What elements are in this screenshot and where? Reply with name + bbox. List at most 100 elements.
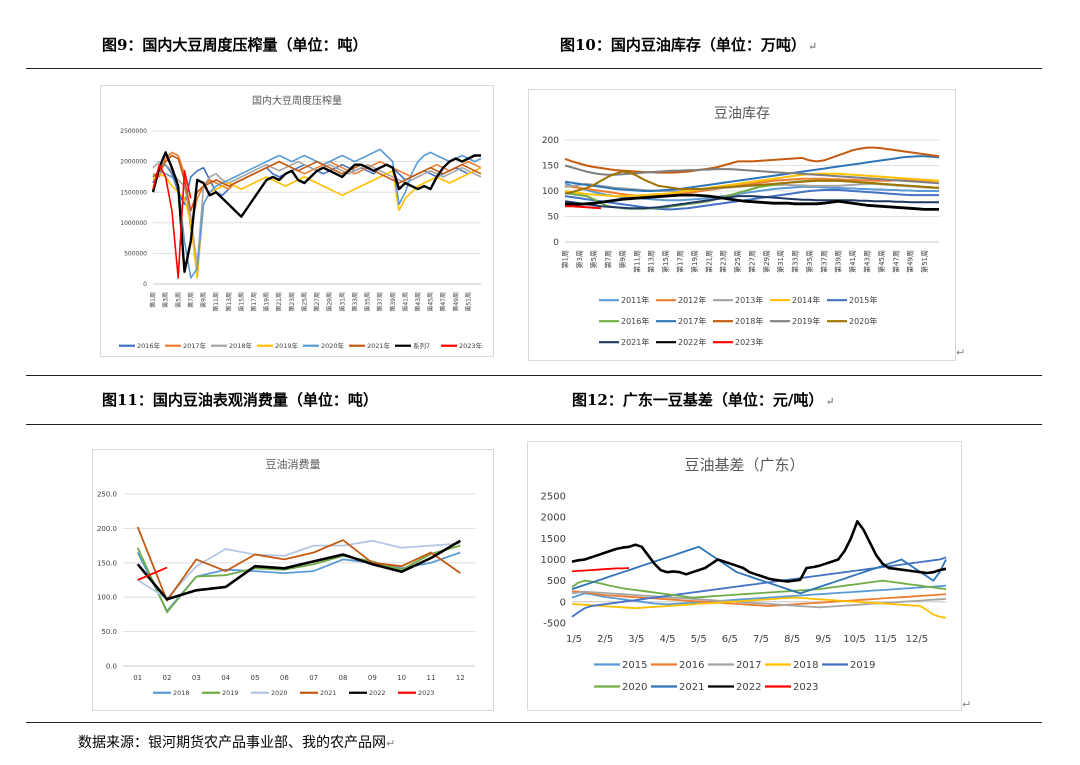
stock-legend-label: 2015年: [849, 295, 877, 305]
consumption-chart-panel: 豆油消费量 0.0 50.0 100.0 150.0 200.0 250.0 01 02 03 04…: [92, 449, 494, 711]
crush-legend-label: 2018年: [229, 341, 253, 350]
stock-x-tick-label: 第49周: [906, 250, 915, 273]
stock-y-tick-label: 50: [548, 213, 560, 223]
crush-x-tick-label: 第39周: [389, 292, 397, 312]
stock-series-line: [564, 193, 939, 211]
basis-series-line: [571, 556, 947, 618]
consumption-series-line: [136, 539, 461, 601]
crush-x-tick-label: 第19周: [263, 292, 271, 312]
crush-y-tick-label: 1500000: [120, 189, 147, 196]
consumption-y-tick-label: 200.0: [97, 525, 117, 533]
stock-x-tick-label: 第47周: [891, 250, 900, 273]
basis-legend-label: 2017: [736, 660, 761, 671]
crush-x-tick-label: 第5周: [174, 292, 182, 308]
crush-chart-panel: 国内大豆周度压榨量 0 500000 1000000 1500000 2000000 250…: [100, 85, 494, 357]
stock-legend-label: 2014年: [792, 295, 820, 305]
consumption-x-tick-label: 10: [397, 674, 406, 682]
basis-y-tick-label: 500: [547, 576, 566, 587]
basis-chart: 豆油基差（广东） -500 0 500 1000 1500 2000 2500 1/5 2/5 3/…: [541, 456, 947, 693]
crush-x-tick-label: 第17周: [250, 292, 258, 312]
basis-x-tick-label: 12/5: [906, 634, 928, 645]
stock-x-tick-label: 第51周: [920, 250, 929, 273]
basis-legend-label: 2020: [622, 682, 647, 693]
consumption-legend-label: 2021: [320, 689, 337, 697]
basis-x-tick-label: 7/5: [753, 634, 769, 645]
crush-y-tick-label: 0: [143, 281, 147, 288]
fig9-title: 图9：国内大豆周度压榨量（单位：吨）: [102, 36, 368, 54]
crush-legend-label: 2021年: [367, 341, 391, 350]
basis-legend-label: 2019: [850, 660, 875, 671]
consumption-series-line: [137, 566, 168, 581]
consumption-x-tick-label: 04: [221, 674, 230, 682]
stock-series-line: [564, 155, 940, 192]
stock-x-tick-label: 第23周: [719, 250, 728, 273]
crush-x-tick-label: 第7周: [187, 292, 195, 308]
stock-x-tick-label: 第41周: [848, 250, 857, 273]
stock-x-tick-label: 第45周: [877, 250, 886, 273]
stock-legend-label: 2011年: [621, 295, 649, 305]
crush-x-tick-label: 第49周: [452, 292, 460, 312]
crush-x-tick-label: 第13周: [225, 292, 233, 312]
stock-x-tick-label: 第19周: [690, 250, 699, 273]
basis-x-tick-label: 11/5: [874, 634, 896, 645]
stock-x-tick-label: 第3周: [575, 250, 584, 268]
crush-series-line: [151, 151, 481, 274]
fig10-title: 图10：国内豆油库存（单位：万吨） ↵: [560, 36, 818, 54]
stock-x-tick-label: 第9周: [618, 250, 627, 268]
consumption-x-tick-label: 05: [251, 674, 260, 682]
basis-y-tick-label: 2000: [541, 513, 566, 524]
basis-series-line: [571, 579, 947, 599]
stock-legend-label: 2019年: [792, 316, 820, 326]
stock-legend-label: 2020年: [849, 316, 877, 326]
stock-legend-label: 2018年: [735, 316, 763, 326]
basis-chart-panel: 豆油基差（广东） -500 0 500 1000 1500 2000 2500 1/5 2/5 3/…: [527, 441, 962, 711]
basis-legend-label: 2015: [622, 660, 647, 671]
crush-x-tick-label: 第31周: [338, 292, 346, 312]
basis-x-tick-label: 3/5: [628, 634, 644, 645]
consumption-legend-label: 2022: [369, 689, 386, 697]
stock-x-tick-label: 第25周: [733, 250, 742, 273]
stock-x-tick-label: 第31周: [776, 250, 785, 273]
basis-x-tick-label: 5/5: [691, 634, 707, 645]
crush-x-tick-label: 第15周: [237, 292, 245, 312]
basis-chart-title: 豆油基差（广东）: [684, 456, 804, 474]
crush-x-tick-label: 第41周: [401, 292, 409, 312]
bottom-rule: [26, 722, 1042, 723]
stock-x-tick-label: 第5周: [589, 250, 598, 268]
basis-series-line: [571, 520, 947, 583]
crush-x-tick-label: 第45周: [427, 292, 435, 312]
stock-x-tick-label: 第11周: [632, 250, 641, 273]
consumption-x-tick-label: 12: [456, 674, 465, 682]
crush-x-tick-label: 第47周: [439, 292, 447, 312]
stock-series-line: [564, 170, 940, 195]
stock-series-line: [564, 189, 939, 211]
stock-y-tick-label: 100: [542, 187, 559, 197]
crush-series-line: [152, 154, 482, 212]
basis-legend-label: 2016: [679, 660, 704, 671]
crush-x-tick-label: 第51周: [464, 292, 472, 312]
crush-series-line: [152, 163, 192, 279]
consumption-y-tick-label: 150.0: [97, 559, 117, 567]
crush-x-tick-label: 第43周: [414, 292, 422, 312]
crush-x-tick-label: 第3周: [162, 292, 170, 308]
consumption-legend-label: 2023: [418, 689, 435, 697]
stock-y-tick-label: 0: [553, 238, 559, 248]
stock-legend-label: 2016年: [621, 316, 649, 326]
consumption-x-tick-label: 03: [192, 674, 201, 682]
stock-chart-panel: 豆油库存 0 50 100 150 200 第1周 第3周 第5周 第7周 第9周 第11周 第13周第…: [528, 89, 956, 361]
stock-series-line: [564, 172, 940, 198]
stock-x-tick-label: 第39周: [834, 250, 843, 273]
stock-legend-label: 2012年: [678, 295, 706, 305]
consumption-x-tick-label: 09: [368, 674, 377, 682]
crush-x-tick-label: 第21周: [275, 292, 283, 312]
basis-x-tick-label: 4/5: [659, 634, 675, 645]
basis-y-tick-label: 0: [560, 597, 566, 608]
stock-chart: 豆油库存050100150200第1周 第3周 第5周 第7周 第9周 第11周 第13周第…: [542, 106, 940, 347]
consumption-x-tick-label: 01: [133, 674, 142, 682]
basis-y-tick-label: -500: [543, 619, 566, 630]
consumption-x-tick-label: 11: [427, 674, 436, 682]
stock-x-tick-label: 第37周: [819, 250, 828, 273]
stock-series-line: [564, 146, 940, 174]
consumption-x-tick-label: 02: [163, 674, 172, 682]
consumption-y-tick-label: 0.0: [106, 662, 117, 670]
